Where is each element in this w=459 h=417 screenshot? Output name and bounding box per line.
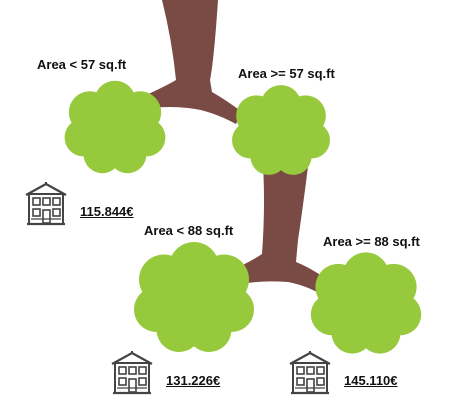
house-icon: [288, 349, 332, 395]
foliage-node-2: [232, 85, 330, 175]
split-label-root-left: Area < 57 sq.ft: [37, 57, 127, 72]
house-icon: [24, 180, 68, 226]
foliage-leaf-3: [310, 252, 422, 354]
split-label-node2-left: Area < 88 sq.ft: [144, 223, 234, 238]
split-label-root-right: Area >= 57 sq.ft: [238, 66, 335, 81]
foliage-leaf-2: [134, 242, 254, 352]
tree-trunk: [144, 0, 338, 300]
foliage-leaf-1: [64, 80, 166, 174]
house-icon: [110, 349, 154, 395]
leaf-price-2: 131.226€: [166, 373, 221, 388]
leaf-price-1: 115.844€: [80, 204, 134, 219]
leaf-price-3: 145.110€: [344, 373, 398, 388]
split-label-node2-right: Area >= 88 sq.ft: [323, 234, 420, 249]
